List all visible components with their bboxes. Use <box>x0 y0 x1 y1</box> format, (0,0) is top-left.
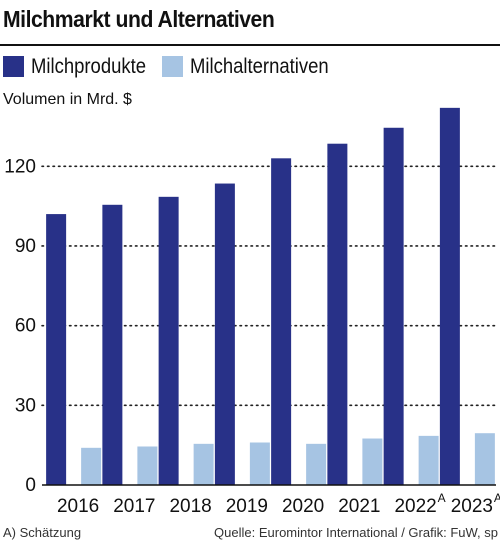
bar-milchalternativen-2022 <box>418 435 439 485</box>
bar-milchprodukte-2017 <box>102 204 123 486</box>
source-note: Quelle: Euromintor International / Grafi… <box>214 525 498 540</box>
bar-milchalternativen-2019 <box>249 442 270 485</box>
bar-milchalternativen-2017 <box>137 446 158 485</box>
y-tick-label-60: 60 <box>15 316 36 337</box>
bar-milchalternativen-2020 <box>306 443 327 485</box>
x-tick-label-2020: 2020 <box>282 496 324 517</box>
x-tick-label-2022: 2022 <box>394 496 436 517</box>
y-tick-label-120: 120 <box>4 156 36 177</box>
footnote: A) Schätzung <box>3 525 82 540</box>
bar-milchalternativen-2016 <box>81 447 102 485</box>
x-tick-label-2021: 2021 <box>338 496 380 517</box>
bar-milchprodukte-2019 <box>214 183 235 485</box>
x-tick-sup-2022: A <box>438 491 446 505</box>
bar-milchprodukte-2021 <box>327 143 348 486</box>
bar-milchalternativen-2023 <box>474 433 495 485</box>
title-rule <box>0 44 500 46</box>
bar-milchprodukte-2023 <box>439 107 460 486</box>
x-tick-label-2018: 2018 <box>169 496 211 517</box>
y-tick-label-30: 30 <box>15 395 36 416</box>
y-tick-label-0: 0 <box>25 475 36 496</box>
bar-milchprodukte-2016 <box>46 214 67 485</box>
bar-milchprodukte-2022 <box>383 127 404 485</box>
bar-milchprodukte-2020 <box>271 158 292 485</box>
y-axis-label: Volumen in Mrd. $ <box>3 91 132 108</box>
x-tick-label-2019: 2019 <box>226 496 268 517</box>
legend-label-milchprodukte: Milchprodukte <box>31 55 147 78</box>
chart-title: Milchmarkt und Alternativen <box>3 6 275 32</box>
bar-milchalternativen-2021 <box>362 438 383 485</box>
x-tick-label-2016: 2016 <box>57 496 99 517</box>
x-tick-label-2017: 2017 <box>113 496 155 517</box>
bar-milchprodukte-2018 <box>158 196 179 485</box>
bar-milchalternativen-2018 <box>193 443 214 485</box>
legend-label-milchalternativen: Milchalternativen <box>190 55 329 78</box>
x-tick-sup-2023: A <box>494 491 500 505</box>
legend-swatch-milchalternativen <box>162 56 183 77</box>
x-tick-label-2023: 2023 <box>451 496 493 517</box>
legend-swatch-milchprodukte <box>3 56 24 77</box>
y-tick-label-90: 90 <box>15 236 36 257</box>
